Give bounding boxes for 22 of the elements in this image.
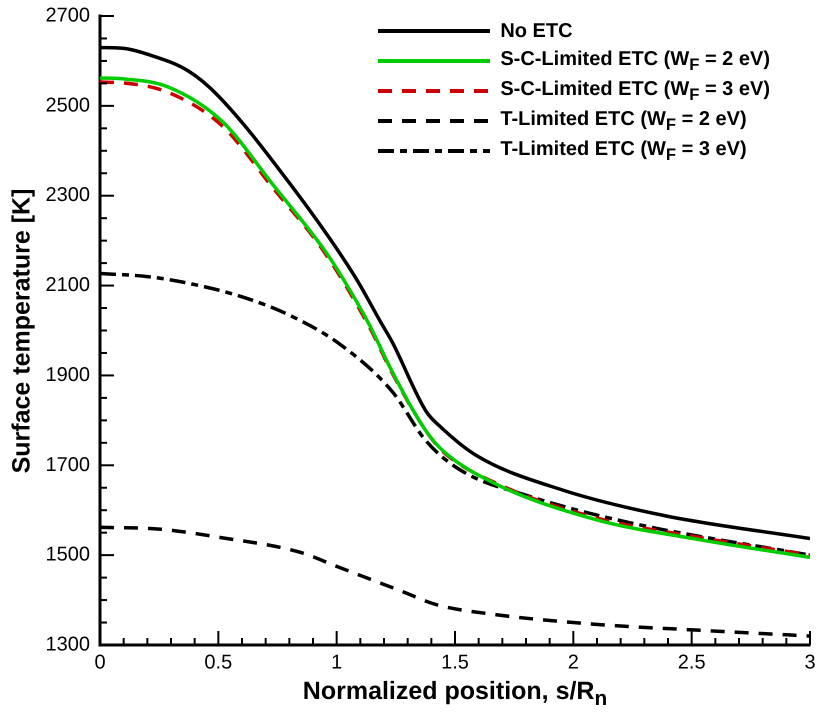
y-tick-label: 2500 — [46, 94, 90, 116]
legend-label: T-Limited ETC (W$_{F}$ = 3 eV) — [500, 138, 747, 164]
y-tick-label: 2700 — [46, 4, 90, 27]
y-axis-title: Surface temperature [K] — [8, 188, 36, 473]
legend-label: T-Limited ETC (W$_{F}$ = 2 eV) — [500, 108, 747, 134]
y-tick-label: 1700 — [46, 454, 90, 476]
legend-label: No ETC — [500, 20, 573, 42]
legend-label: S-C-Limited ETC (W$_{F}$ = 3 eV) — [500, 78, 770, 104]
y-tick-label: 1300 — [46, 634, 90, 656]
x-tick-label: 0.5 — [204, 652, 232, 674]
x-tick-label: 1.5 — [441, 652, 469, 674]
y-tick-label: 1900 — [46, 364, 90, 386]
x-tick-label: 2.5 — [678, 652, 706, 674]
x-tick-label: 1 — [331, 652, 342, 674]
y-tick-label: 2300 — [46, 184, 90, 206]
x-tick-label: 0 — [94, 652, 106, 674]
x-axis-title: Normalized position, s/R$_{n}$ — [302, 677, 608, 711]
legend-label: S-C-Limited ETC (W$_{F}$ = 2 eV) — [500, 48, 770, 74]
y-tick-label: 2100 — [46, 274, 90, 296]
x-tick-label: 3 — [804, 652, 816, 674]
y-tick-label: 1500 — [46, 544, 90, 566]
x-tick-label: 2 — [568, 652, 579, 674]
